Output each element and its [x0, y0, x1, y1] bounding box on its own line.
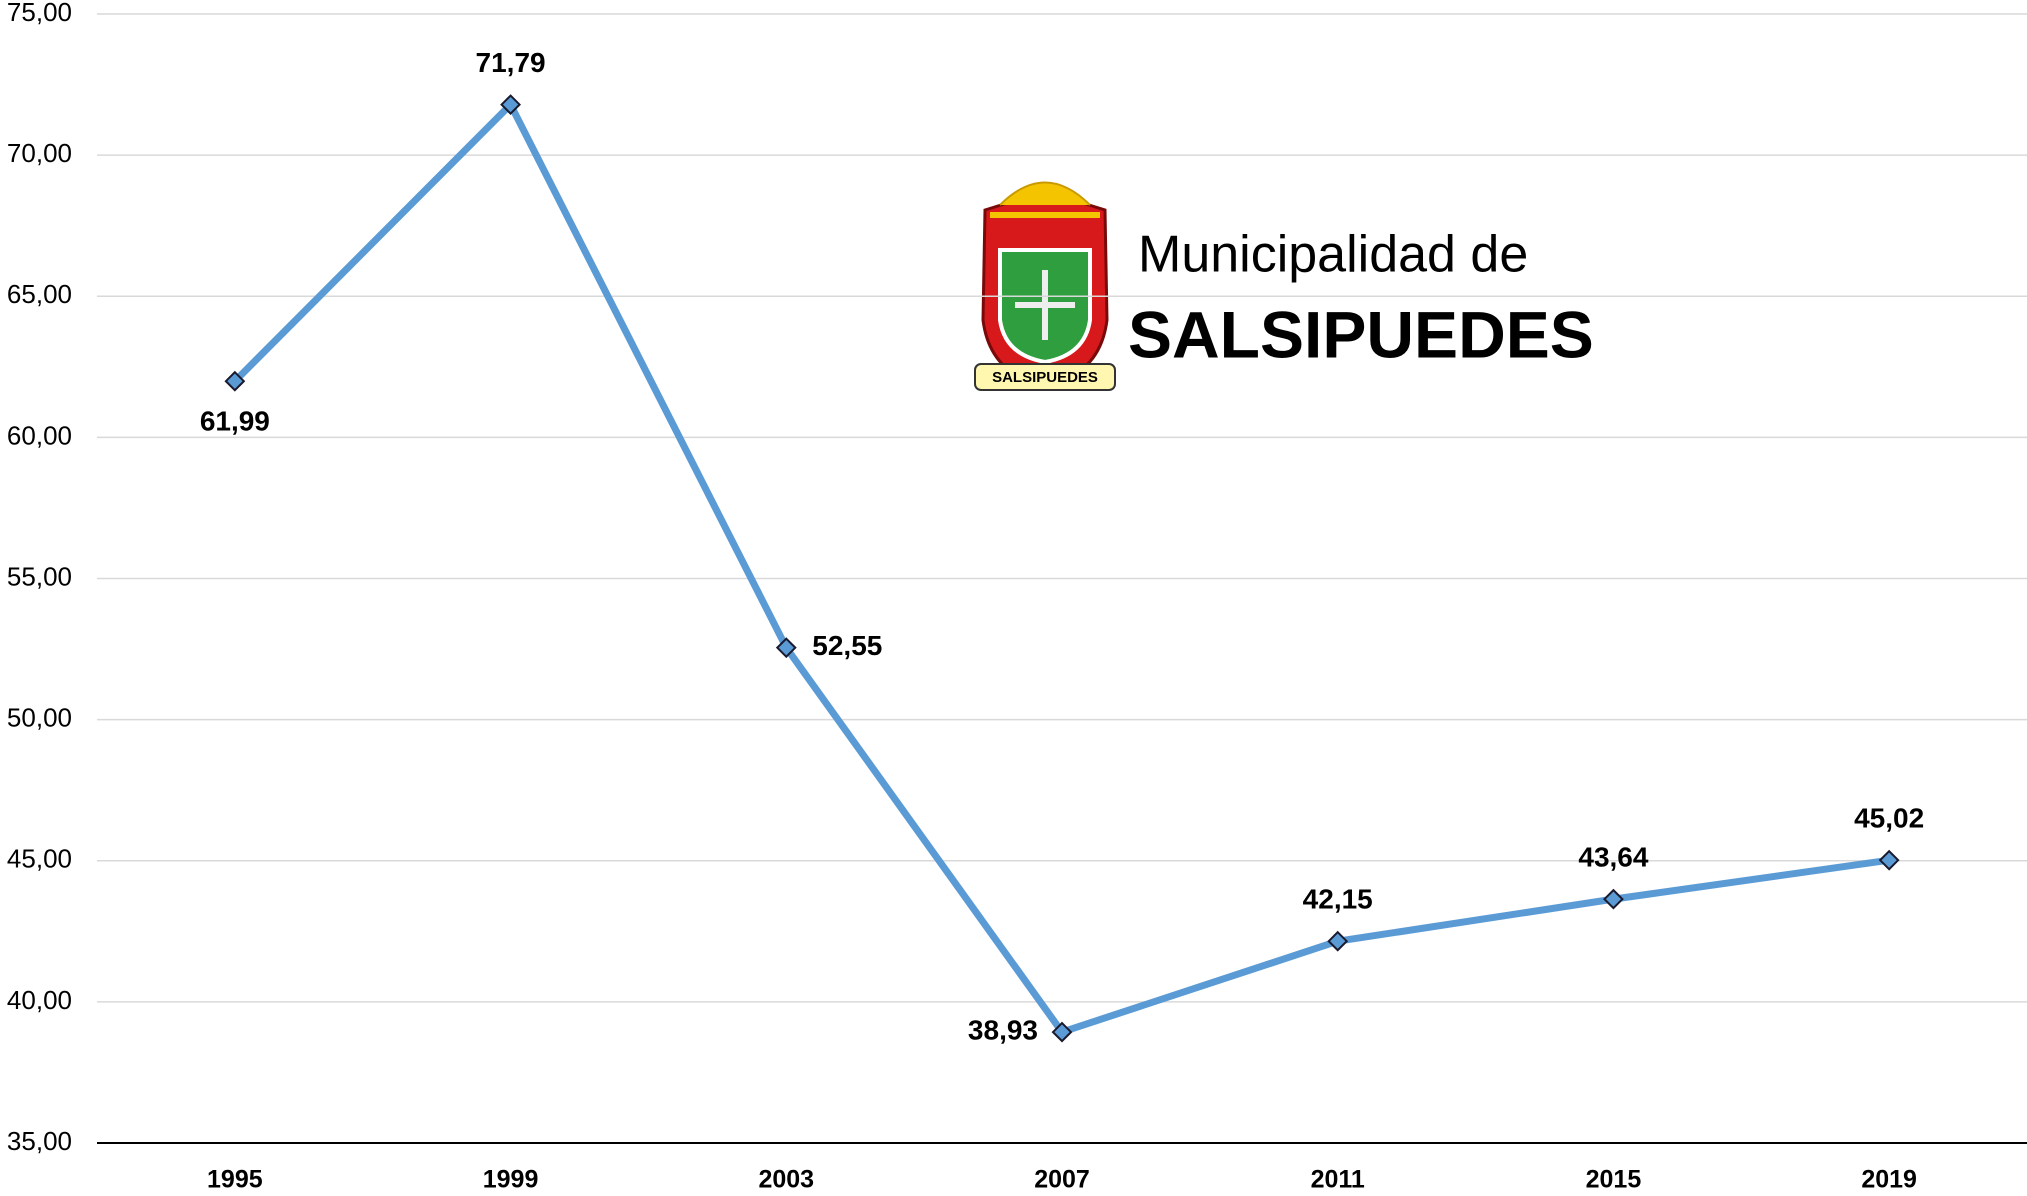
data-label: 71,79 [476, 47, 546, 78]
x-tick-label: 2007 [1034, 1166, 1090, 1194]
sun [999, 181, 1091, 206]
banner [974, 363, 1116, 391]
x-tick-label: 1999 [483, 1166, 539, 1194]
data-label: 45,02 [1854, 803, 1924, 834]
point [1327, 930, 1349, 952]
shield-cross [1015, 270, 1075, 340]
y-tick-label: 65,00 [7, 279, 72, 309]
logo-line2: SALSIPUEDES [1128, 297, 1594, 371]
data-label: 42,15 [1303, 884, 1373, 915]
logo-line1: Municipalidad de [1138, 226, 1528, 284]
x-tick-label: 2019 [1861, 1166, 1917, 1194]
y-tick-label: 40,00 [7, 985, 72, 1015]
data-label: 61,99 [200, 406, 270, 437]
banner-text: SALSIPUEDES [992, 369, 1098, 386]
data-label: 38,93 [968, 1014, 1038, 1045]
y-tick-label: 35,00 [7, 1126, 72, 1156]
y-tick-label: 45,00 [7, 844, 72, 874]
data-label: 52,55 [812, 630, 882, 661]
y-tick-label: 55,00 [7, 561, 72, 591]
point [1603, 888, 1624, 910]
y-tick-label: 50,00 [7, 703, 72, 733]
y-tick-label: 60,00 [7, 420, 72, 450]
point [224, 370, 246, 392]
data-label: 43,64 [1578, 842, 1648, 873]
x-tick-label: 2003 [758, 1166, 814, 1194]
logo: SALSIPUEDES Municipalidad de SALSIPUEDES [974, 181, 1594, 391]
point [775, 637, 797, 659]
point [1051, 1021, 1073, 1043]
point [500, 94, 521, 116]
x-tick-label: 1995 [207, 1166, 263, 1194]
y-tick-label: 75,00 [7, 0, 72, 27]
x-tick-label: 2011 [1311, 1166, 1365, 1194]
y-tick-label: 70,00 [7, 138, 72, 168]
point [1878, 849, 1900, 871]
x-tick-label: 2015 [1586, 1166, 1642, 1194]
